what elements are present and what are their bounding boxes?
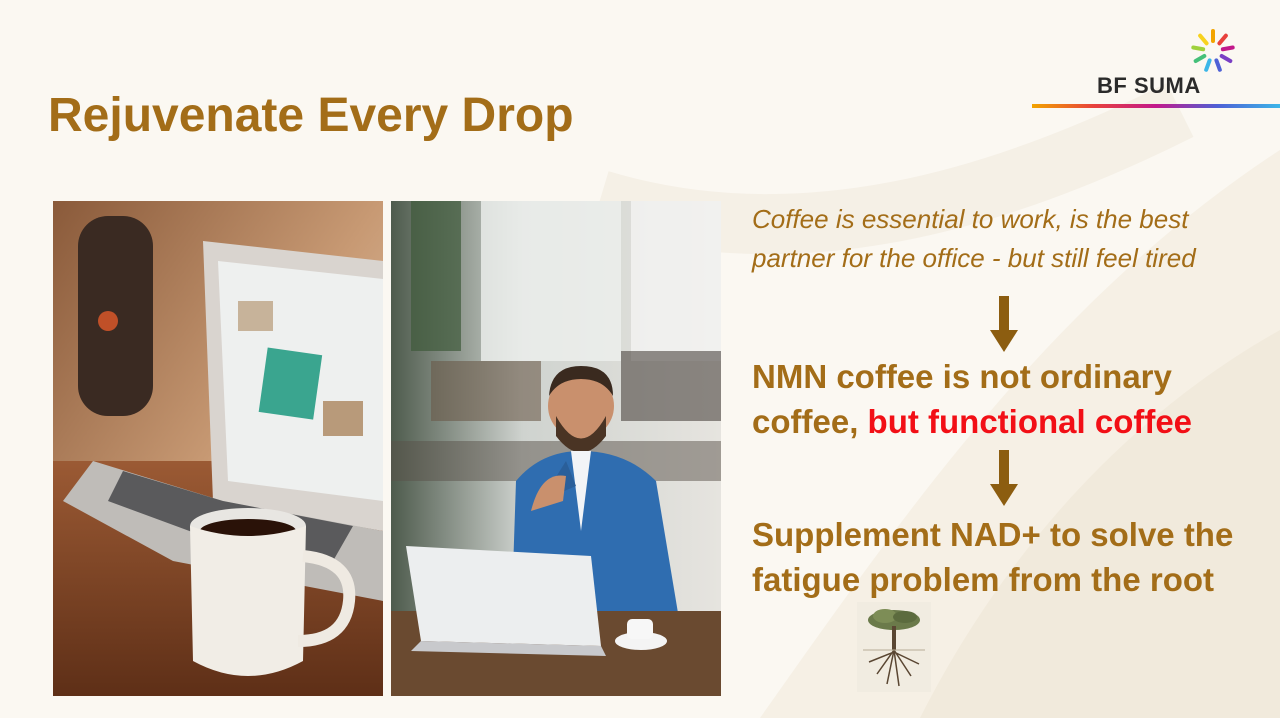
down-arrow-icon <box>990 296 1018 352</box>
point-nad-supplement: Supplement NAD+ to solve the fatigue pro… <box>752 516 1234 598</box>
pinwheel-logo-icon <box>1191 29 1235 72</box>
point-highlight: but functional coffee <box>867 403 1193 440</box>
brand-logo <box>1032 24 1280 110</box>
point-nmn-coffee: NMN coffee is not ordinary coffee, but f… <box>752 354 1272 444</box>
point-nmn-coffee-text: NMN coffee is not ordinary coffee, <box>752 358 1172 440</box>
photo-businessman-laptop <box>391 201 721 696</box>
photo-laptop-coffee <box>53 201 383 696</box>
logo-rainbow-line <box>1032 104 1280 108</box>
slide-title: Rejuvenate Every Drop <box>48 89 574 142</box>
tree-roots-icon <box>857 602 931 692</box>
down-arrow-icon <box>990 450 1018 506</box>
logo-text: BF SUMA <box>1097 73 1201 98</box>
intro-text: Coffee is essential to work, is the best… <box>752 204 1196 273</box>
